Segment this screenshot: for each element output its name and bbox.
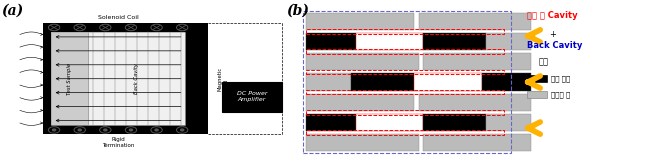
Text: DC Power
Amplifier: DC Power Amplifier (237, 91, 267, 102)
Bar (307, 90, 504, 94)
Bar (423, 53, 531, 70)
Text: 라이싱 지: 라이싱 지 (551, 92, 570, 98)
Bar (222, 82, 282, 112)
Bar (185, 32, 208, 125)
Circle shape (78, 129, 82, 131)
Text: 효과: 효과 (538, 57, 548, 66)
Bar (419, 93, 531, 111)
Bar (307, 53, 419, 70)
Circle shape (129, 129, 133, 131)
Text: 고무 자석: 고무 자석 (551, 75, 570, 82)
Bar (527, 91, 547, 98)
Bar (481, 73, 531, 91)
Circle shape (181, 129, 184, 131)
Bar (356, 114, 423, 131)
Text: Back Cavity: Back Cavity (134, 63, 139, 94)
Bar (307, 110, 504, 114)
Bar (307, 93, 414, 111)
Bar (51, 32, 88, 125)
Text: Magnetic
Field: Magnetic Field (218, 67, 228, 91)
Bar (88, 32, 185, 125)
Bar (307, 130, 504, 135)
Bar (423, 33, 486, 50)
Bar (419, 13, 531, 30)
Bar (527, 75, 547, 82)
Text: (a): (a) (1, 3, 24, 17)
Bar (303, 11, 511, 153)
Bar (307, 114, 356, 131)
Bar (486, 33, 531, 50)
Bar (351, 73, 414, 91)
Circle shape (155, 129, 158, 131)
Bar (486, 114, 531, 131)
Text: +: + (549, 30, 556, 39)
Bar (43, 125, 208, 134)
Bar (307, 73, 351, 91)
Bar (307, 70, 504, 74)
Text: Solenoid Coil: Solenoid Coil (98, 16, 138, 20)
Bar (423, 114, 486, 131)
Text: Back Cavity: Back Cavity (527, 41, 583, 50)
Bar (307, 29, 504, 34)
Bar (43, 32, 51, 125)
Circle shape (52, 129, 56, 131)
Text: (b): (b) (287, 3, 309, 17)
Bar (43, 23, 208, 32)
Text: Rigid
Termination: Rigid Termination (102, 137, 135, 148)
Text: 슬릿 내 Cavity: 슬릿 내 Cavity (527, 11, 578, 20)
Bar (307, 33, 356, 50)
Bar (307, 134, 419, 151)
Bar (414, 73, 481, 91)
Bar (307, 13, 414, 30)
Circle shape (104, 129, 107, 131)
Text: Test Sample: Test Sample (67, 63, 72, 95)
Bar (307, 49, 504, 54)
Bar (423, 134, 531, 151)
Bar (356, 33, 423, 50)
